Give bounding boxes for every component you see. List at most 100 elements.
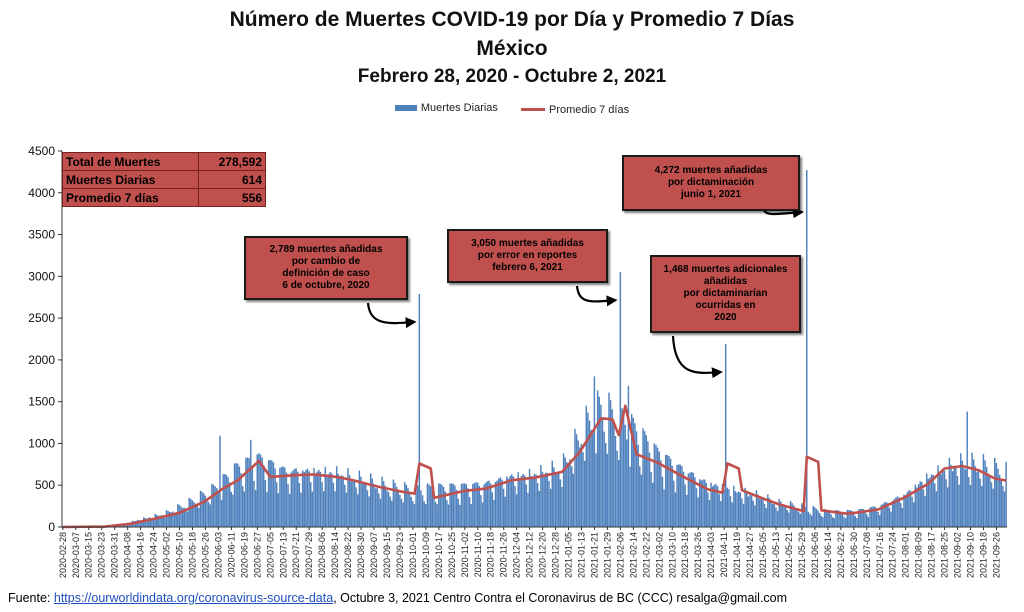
daily-death-bar bbox=[640, 474, 643, 527]
x-tick-label: 2020-05-02 bbox=[162, 532, 172, 578]
daily-death-bar bbox=[846, 509, 848, 527]
daily-death-bar bbox=[974, 466, 977, 527]
daily-death-bar bbox=[360, 476, 362, 527]
annotation-line: 2,789 muertes añadidas bbox=[269, 244, 383, 255]
chart-subtitle-range: Febrero 28, 2020 - Octubre 2, 2021 bbox=[357, 66, 667, 87]
daily-death-bar bbox=[264, 479, 267, 527]
daily-death-bar bbox=[673, 480, 675, 527]
annotation-box-jun2021: 4,272 muertes añadidas por dictaminación… bbox=[622, 155, 800, 211]
avg-7-day-line bbox=[62, 404, 1007, 529]
daily-death-bar bbox=[224, 474, 226, 527]
daily-death-bar bbox=[285, 472, 288, 527]
daily-death-bar bbox=[898, 497, 900, 527]
daily-death-bar bbox=[324, 466, 327, 527]
daily-death-bar bbox=[635, 431, 638, 527]
x-tick-label: 2020-07-29 bbox=[304, 532, 314, 578]
daily-death-bar bbox=[840, 511, 842, 527]
daily-death-bar bbox=[856, 518, 858, 527]
x-tick-label: 2020-09-07 bbox=[369, 532, 379, 578]
daily-death-bar bbox=[674, 492, 677, 527]
daily-death-bar bbox=[545, 472, 547, 527]
daily-death-bar bbox=[890, 511, 892, 527]
x-tick-label: 2020-05-18 bbox=[188, 532, 198, 578]
daily-death-bar bbox=[814, 507, 816, 527]
daily-death-bar bbox=[436, 504, 438, 527]
daily-death-bar bbox=[921, 481, 923, 527]
daily-death-bar bbox=[254, 490, 257, 527]
daily-death-bar bbox=[535, 474, 537, 527]
daily-death-bar bbox=[494, 481, 497, 527]
daily-death-bar bbox=[332, 482, 335, 527]
daily-death-bar bbox=[1002, 486, 1004, 527]
summary-row: Total de Muertes 278,592 bbox=[62, 152, 267, 171]
daily-death-bar bbox=[950, 464, 952, 527]
summary-label: Total de Muertes bbox=[62, 152, 199, 171]
legend-label-bars: Muertes Diarias bbox=[420, 102, 498, 114]
daily-death-bar bbox=[130, 523, 132, 527]
daily-death-bar bbox=[822, 517, 824, 527]
daily-death-bar bbox=[851, 510, 853, 527]
daily-death-bar bbox=[666, 455, 669, 527]
chart-title: Número de Muertes COVID-19 por Día y Pro… bbox=[229, 8, 795, 31]
daily-death-bar bbox=[337, 473, 340, 527]
x-tick-label: 2020-05-10 bbox=[175, 532, 185, 578]
daily-death-bar bbox=[747, 496, 750, 527]
daily-death-bar bbox=[395, 486, 398, 527]
daily-death-bar bbox=[945, 479, 947, 527]
daily-death-bar bbox=[220, 499, 223, 527]
daily-death-bar bbox=[600, 404, 602, 527]
daily-death-bar bbox=[877, 512, 879, 527]
daily-death-bar bbox=[1005, 462, 1007, 527]
daily-death-bar bbox=[215, 488, 218, 527]
daily-death-bar bbox=[493, 499, 495, 527]
daily-death-bar bbox=[467, 488, 469, 527]
daily-death-bar bbox=[407, 487, 409, 527]
daily-death-bar bbox=[959, 453, 962, 527]
daily-death-bar bbox=[423, 501, 425, 527]
x-tick-label: 2020-10-09 bbox=[421, 532, 431, 578]
daily-death-bar bbox=[262, 464, 265, 527]
daily-death-bar bbox=[455, 489, 458, 527]
daily-death-bar bbox=[483, 484, 485, 527]
daily-death-bar bbox=[185, 509, 187, 527]
daily-death-bar bbox=[987, 473, 990, 527]
annotation-line: por error en reportes bbox=[477, 250, 578, 261]
x-tick-label: 2020-06-11 bbox=[226, 532, 236, 577]
daily-death-bar bbox=[209, 504, 211, 527]
x-tick-label: 2021-07-08 bbox=[862, 532, 872, 578]
daily-death-bar bbox=[985, 466, 988, 527]
daily-death-bar bbox=[760, 499, 763, 527]
source-footer: Fuente: https://ourworldindata.org/coron… bbox=[8, 591, 787, 605]
daily-death-bar bbox=[963, 468, 965, 527]
daily-death-bar bbox=[228, 482, 231, 527]
x-tick-label: 2021-09-18 bbox=[979, 532, 989, 578]
daily-death-bar bbox=[608, 392, 610, 527]
daily-death-bar bbox=[575, 434, 578, 527]
annotation-line: por dictaminación bbox=[667, 177, 755, 188]
footer-prefix: Fuente: bbox=[8, 591, 54, 605]
daily-death-bar bbox=[496, 480, 498, 527]
daily-death-bar bbox=[451, 483, 453, 527]
daily-death-bar bbox=[522, 473, 524, 527]
summary-value: 556 bbox=[197, 188, 267, 207]
daily-death-bar bbox=[379, 498, 382, 527]
annotation-line: por cambio de bbox=[291, 256, 361, 267]
source-link[interactable]: https://ourworldindata.org/coronavirus-s… bbox=[53, 591, 334, 605]
daily-death-bar bbox=[812, 505, 814, 527]
daily-death-bar bbox=[235, 463, 237, 527]
daily-death-bar bbox=[806, 170, 808, 528]
x-tick-label: 2021-08-25 bbox=[940, 532, 950, 578]
x-tick-label: 2021-02-22 bbox=[641, 532, 651, 578]
daily-death-bar bbox=[596, 390, 599, 527]
annotation-line: febrero 6, 2021 bbox=[492, 262, 563, 273]
daily-death-bar bbox=[532, 476, 534, 527]
daily-death-bar bbox=[170, 512, 173, 527]
daily-death-bar bbox=[924, 495, 926, 527]
daily-death-bar bbox=[321, 482, 323, 527]
daily-death-bar bbox=[549, 488, 552, 527]
daily-death-bar bbox=[530, 476, 532, 527]
daily-death-bar bbox=[222, 474, 224, 527]
daily-death-bar bbox=[233, 463, 236, 527]
daily-death-bar bbox=[801, 503, 803, 527]
daily-death-bar bbox=[916, 487, 918, 527]
